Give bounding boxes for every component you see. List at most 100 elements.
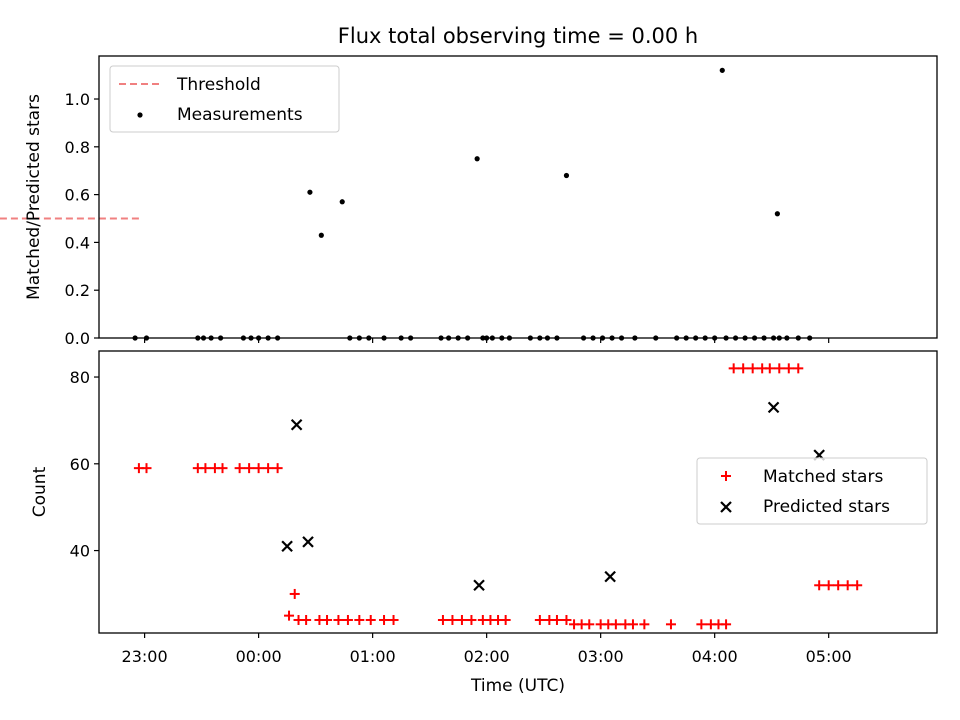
matched-star-point (534, 614, 545, 625)
predicted-star-point (473, 579, 485, 592)
predicted-star-point-b (302, 536, 314, 548)
matched-star-point (141, 463, 152, 474)
measurement-point (307, 189, 313, 195)
top-y-tick-label: 0.2 (65, 281, 90, 300)
matched-star-point (365, 614, 376, 625)
matched-star-point (665, 619, 676, 630)
bottom-x-tick-label: 01:00 (350, 647, 396, 666)
bottom-axes-frame (98, 350, 938, 634)
matched-star-point (738, 363, 749, 374)
bottom-x-tick-label: 00:00 (236, 647, 282, 666)
legend-measurements-swatch (137, 112, 143, 118)
matched-star-point (774, 363, 785, 374)
matched-star-point (747, 363, 758, 374)
top-y-tick-label: 0.0 (65, 329, 90, 348)
legend-threshold-label: Threshold (176, 75, 261, 95)
matched-star-point (466, 614, 477, 625)
predicted-star-point-b (767, 401, 780, 414)
matched-star-point (639, 619, 650, 630)
measurement-point (318, 232, 324, 238)
matched-star-point (322, 614, 333, 625)
predicted-star-point-b (281, 540, 293, 553)
predicted-star-point-b (290, 418, 303, 431)
measurement-point (474, 156, 480, 162)
matched-star-point (388, 614, 399, 625)
matched-star-point (342, 614, 353, 625)
top-axes: 0.0 0.2 0.4 0.6 0.8 1.0 Matched/Predicted sta… (0, 55, 938, 348)
predicted-star-point-b (473, 579, 485, 592)
predicted-star-point-b (604, 570, 616, 583)
matched-star-point (200, 463, 211, 474)
legend-matched-label: Matched stars (763, 467, 883, 487)
matched-star-point (852, 580, 863, 591)
measurement-point (774, 211, 780, 217)
matched-star-point (234, 463, 245, 474)
matched-star-point (610, 619, 621, 630)
matched-star-point (379, 614, 390, 625)
bottom-y-tick-label: 40 (70, 542, 90, 561)
matched-star-point (253, 463, 264, 474)
top-y-tick-label: 0.6 (65, 186, 90, 205)
matched-star-point (272, 463, 283, 474)
matched-star-point (437, 614, 448, 625)
bottom-x-tick-label: 02:00 (464, 647, 510, 666)
matched-star-point (456, 614, 467, 625)
predicted-star-point (767, 401, 780, 414)
measurement-point (719, 67, 725, 73)
matched-star-point (354, 614, 365, 625)
bottom-legend: Matched stars Predicted stars (696, 457, 928, 525)
matched-star-point (814, 580, 825, 591)
top-y-axis-label: Matched/Predicted stars (24, 94, 44, 300)
top-legend-box (109, 65, 340, 133)
bottom-x-tick-label: 03:00 (578, 647, 624, 666)
bottom-y-ticks: 40 60 80 (70, 368, 99, 561)
bottom-y-tick-label: 80 (70, 368, 90, 387)
matched-star-point (217, 463, 228, 474)
matched-star-point (793, 363, 804, 374)
bottom-y-axis-label: Count (30, 466, 50, 517)
bottom-x-tick-label: 23:00 (122, 647, 168, 666)
matched-star-point (500, 614, 511, 625)
matched-star-point (244, 463, 255, 474)
matched-star-point (561, 614, 572, 625)
matched-star-point (728, 363, 739, 374)
bottom-y-tick-label: 60 (70, 455, 90, 474)
matched-star-point (764, 363, 775, 374)
bottom-axes: 40 60 80 23:00 00:00 01:00 02:00 03:00 04:00 05:… (30, 350, 938, 696)
measurement-point (563, 172, 570, 179)
legend-matched-marker (721, 471, 731, 481)
measurement-point (339, 199, 345, 205)
top-axes-frame (98, 55, 938, 339)
matched-star-point (333, 614, 344, 625)
top-x-ticks (144, 338, 830, 343)
matched-star-point (263, 463, 274, 474)
predicted-star-point (604, 570, 616, 583)
matched-star-point (842, 580, 853, 591)
bottom-x-ticks: 23:00 00:00 01:00 02:00 03:00 04:00 05:00 (122, 633, 852, 666)
legend-predicted-marker (720, 501, 732, 513)
legend-measurements-label: Measurements (177, 105, 303, 125)
legend-predicted-marker-b (720, 501, 732, 513)
matched-star-point (721, 619, 732, 630)
top-y-tick-label: 0.8 (65, 138, 90, 157)
top-y-tick-label: 1.0 (65, 90, 90, 109)
matched-star-point (289, 588, 300, 599)
matched-star-point (301, 614, 312, 625)
legend-matched-swatch (721, 471, 731, 481)
matched-star-point (833, 580, 844, 591)
chart-title: Flux total observing time = 0.00 h (338, 24, 698, 48)
top-plot-area (0, 67, 813, 341)
matched-star-point (696, 619, 707, 630)
x-axis-label: Time (UTC) (470, 676, 565, 696)
bottom-legend-box (696, 457, 928, 525)
predicted-star-point (302, 536, 314, 548)
top-legend: Threshold Measurements (109, 65, 340, 133)
predicted-star-point (281, 540, 293, 553)
matched-star-point (783, 363, 794, 374)
matched-star-point (551, 614, 562, 625)
predicted-star-point (290, 418, 303, 431)
legend-predicted-swatch (720, 501, 732, 513)
bottom-x-tick-label: 04:00 (692, 647, 738, 666)
matched-star-point (627, 619, 638, 630)
